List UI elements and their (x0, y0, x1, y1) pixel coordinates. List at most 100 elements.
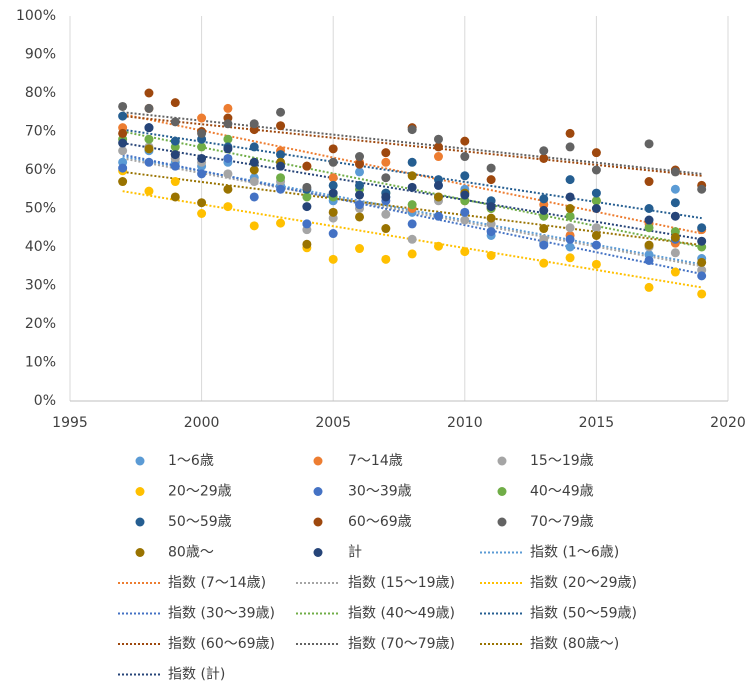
point (249, 165, 259, 175)
x-tick-label: 2020 (710, 415, 746, 431)
point (328, 254, 338, 264)
legend-marker (135, 548, 145, 557)
legend-marker (313, 456, 323, 466)
point (302, 192, 312, 202)
point (539, 205, 549, 215)
point (144, 103, 154, 113)
point (460, 136, 470, 146)
point (249, 221, 259, 231)
trendline (122, 170, 702, 247)
legend-marker (313, 517, 323, 527)
trendline (122, 111, 702, 175)
point (118, 177, 128, 187)
point (144, 157, 154, 167)
point (302, 239, 312, 249)
point (249, 192, 259, 202)
point (381, 157, 391, 167)
y-tick-label: 30% (25, 278, 56, 294)
point (433, 241, 443, 251)
point (670, 267, 680, 277)
point (302, 182, 312, 192)
point (197, 169, 207, 179)
point (249, 177, 259, 187)
y-tick-label: 60% (25, 162, 56, 178)
point (565, 253, 575, 263)
legend-marker (313, 487, 323, 496)
point (328, 157, 338, 167)
point (460, 190, 470, 200)
point (170, 161, 180, 171)
point (170, 192, 180, 202)
point (433, 142, 443, 152)
legend-label: 指数 (40～49歳) (348, 606, 455, 622)
point (381, 254, 391, 264)
point (118, 138, 128, 148)
point (249, 142, 259, 152)
point (591, 204, 601, 213)
point (644, 282, 654, 292)
point (328, 188, 338, 198)
point (197, 113, 207, 123)
legend-label: 指数 (計) (168, 667, 225, 683)
y-tick-label: 100% (16, 8, 56, 24)
y-tick-label: 50% (25, 201, 56, 217)
point (276, 150, 286, 160)
point (355, 152, 365, 162)
point (460, 171, 470, 181)
y-tick-label: 80% (25, 85, 56, 101)
point (355, 159, 365, 169)
point (644, 204, 654, 213)
point (197, 209, 207, 219)
point (697, 271, 707, 281)
y-tick-label: 90% (25, 47, 56, 63)
x-tick-label: 2010 (447, 415, 483, 431)
point (276, 121, 286, 131)
point (223, 169, 233, 179)
point (223, 202, 233, 212)
point (539, 224, 549, 234)
point (486, 250, 496, 260)
point (276, 218, 286, 228)
legend-label: 指数 (80歳～) (530, 636, 619, 652)
point (539, 146, 549, 156)
point (328, 180, 338, 190)
point (328, 207, 338, 217)
point (197, 198, 207, 208)
point (407, 171, 417, 181)
legend-label: 指数 (20～29歳) (530, 575, 637, 591)
trendline (122, 153, 702, 275)
point (591, 165, 601, 175)
point (565, 223, 575, 233)
point (118, 163, 128, 173)
point (355, 244, 365, 254)
point (565, 211, 575, 221)
point (276, 107, 286, 117)
point (302, 219, 312, 229)
legend-marker (497, 456, 507, 466)
point (328, 144, 338, 154)
point (223, 134, 233, 144)
point (355, 167, 365, 177)
legend-label: 7～14歳 (348, 453, 403, 469)
point (276, 184, 286, 194)
legend-label: 50～59歳 (168, 514, 232, 530)
point (433, 211, 443, 221)
point (407, 219, 417, 229)
point (670, 167, 680, 177)
point (407, 182, 417, 192)
point (355, 180, 365, 190)
point (486, 175, 496, 185)
point (591, 196, 601, 206)
y-tick-label: 70% (25, 124, 56, 140)
point (644, 177, 654, 187)
point (197, 153, 207, 163)
point (460, 207, 470, 217)
point (565, 242, 575, 252)
point (565, 142, 575, 152)
legend-label: 指数 (7～14歳) (168, 575, 266, 591)
point (591, 240, 601, 250)
legend-label: 15～19歳 (530, 453, 594, 469)
point (565, 192, 575, 202)
point (381, 173, 391, 183)
point (407, 157, 417, 167)
